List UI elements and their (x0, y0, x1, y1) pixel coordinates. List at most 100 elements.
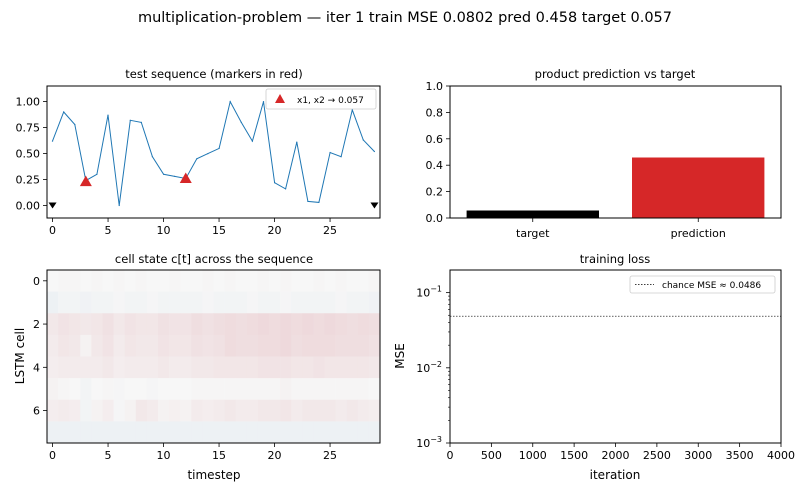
heatmap-cell (302, 399, 314, 422)
heatmap-cell (102, 399, 114, 422)
x-tick-label: 2500 (643, 449, 671, 462)
heatmap-ylabel: LSTM cell (13, 328, 27, 384)
heatmap-cell (257, 421, 270, 444)
bar-title: product prediction vs target (535, 67, 696, 81)
heatmap-cell (202, 356, 214, 379)
heatmap-cell (235, 334, 248, 357)
heatmap-cell (58, 313, 70, 336)
heatmap-cell (246, 378, 259, 401)
loss-legend: chance MSE ≈ 0.0486 (629, 275, 776, 294)
heatmap-cell (69, 313, 81, 336)
heatmap-cell (135, 334, 148, 357)
sequence-point (151, 156, 153, 158)
sequence-point (96, 173, 98, 175)
heatmap-cell (102, 291, 114, 314)
bar-panel: product prediction vs target target predi… (426, 67, 782, 240)
y-tick-label: 4 (33, 361, 40, 374)
sequence-point (285, 188, 287, 190)
heatmap-cell (191, 270, 203, 292)
heatmap-cell (58, 291, 70, 314)
heatmap-cell (235, 313, 248, 336)
x-tick-label: 500 (481, 449, 502, 462)
heatmap-cell (124, 313, 137, 336)
heatmap-cell (280, 356, 292, 379)
y-tick-label: 10−1 (416, 285, 442, 300)
heatmap-cell (113, 334, 125, 357)
sequence-point (196, 158, 198, 160)
heatmap-cell (235, 378, 248, 401)
loss-xlabel: iteration (590, 468, 641, 482)
sequence-point (262, 101, 265, 103)
heatmap-cell (257, 291, 270, 314)
heatmap-cell (191, 334, 203, 357)
heatmap-cell (269, 291, 281, 314)
heatmap-cell (202, 334, 214, 357)
y-tick-label: 0.0 (426, 212, 444, 225)
x-tick-label: 0 (49, 224, 56, 237)
heatmap-cell (324, 270, 336, 292)
sequence-point (329, 151, 331, 154)
heatmap-cell (235, 421, 248, 444)
x-tick-label: 10 (157, 224, 171, 237)
heatmap-cell (158, 313, 170, 336)
heatmap-cell (135, 270, 148, 292)
heatmap-cell (335, 378, 347, 401)
y-tick-label: 2 (33, 318, 40, 331)
x-tick-label: 0 (49, 449, 56, 462)
sequence-point (229, 101, 231, 103)
heatmap-cell (47, 270, 59, 292)
y-tick-label: 1.0 (426, 80, 444, 93)
y-tick-label: 0.2 (426, 186, 444, 199)
x-tick-label: 20 (268, 449, 282, 462)
y-tick-label: 10−3 (416, 435, 442, 450)
sequence-point (118, 204, 120, 207)
x-tick-label: 15 (212, 449, 226, 462)
heatmap-cell (280, 378, 292, 401)
heatmap-cell (291, 270, 303, 292)
x-tick-label: 0 (447, 449, 454, 462)
heatmap-cell (313, 291, 325, 314)
heatmap-cell (180, 270, 192, 292)
sequence-line-series (52, 100, 375, 206)
heatmap-cell (47, 334, 59, 357)
heatmap-cell (346, 270, 359, 292)
x-tick-label: prediction (671, 227, 726, 240)
heatmap-cell (280, 399, 292, 422)
heatmap-cell (335, 334, 347, 357)
y-tick-label: 10−2 (416, 360, 442, 375)
heatmap-cell (180, 334, 192, 357)
heatmap-cell (291, 291, 303, 314)
heatmap-cell (69, 291, 81, 314)
heatmap-cell (346, 291, 359, 314)
heatmap-cell (324, 334, 336, 357)
heatmap-cell (91, 421, 103, 444)
heatmap-cell (146, 356, 159, 379)
heatmap-cell (47, 356, 59, 379)
heatmap-axes-frame (46, 269, 381, 444)
x-tick-label: 20 (268, 224, 282, 237)
loss-axes-frame (449, 269, 782, 444)
heatmap-cell (58, 334, 70, 357)
heatmap-cell (113, 378, 125, 401)
legend-label-markers: x1, x2 → 0.057 (297, 96, 364, 106)
heatmap-cell (91, 356, 103, 379)
heatmap-cell (235, 399, 248, 422)
heatmap-cell (213, 334, 225, 357)
heatmap-cell (291, 334, 303, 357)
heatmap-cell (313, 313, 325, 336)
heatmap-cell (313, 378, 325, 401)
heatmap-cell (368, 356, 381, 379)
x-tick-label: 1500 (560, 449, 588, 462)
heatmap-cell (224, 334, 236, 357)
legend-box (265, 88, 377, 110)
marker-triangle (179, 172, 192, 184)
heatmap-cell (313, 421, 325, 444)
heatmap-cell (91, 291, 103, 314)
y-tick-label: 6 (33, 405, 40, 418)
heatmap-cell (69, 421, 81, 444)
heatmap-cell (357, 399, 370, 422)
heatmap-cell (357, 378, 370, 401)
heatmap-cell (213, 421, 225, 444)
heatmap-cell (302, 421, 314, 444)
